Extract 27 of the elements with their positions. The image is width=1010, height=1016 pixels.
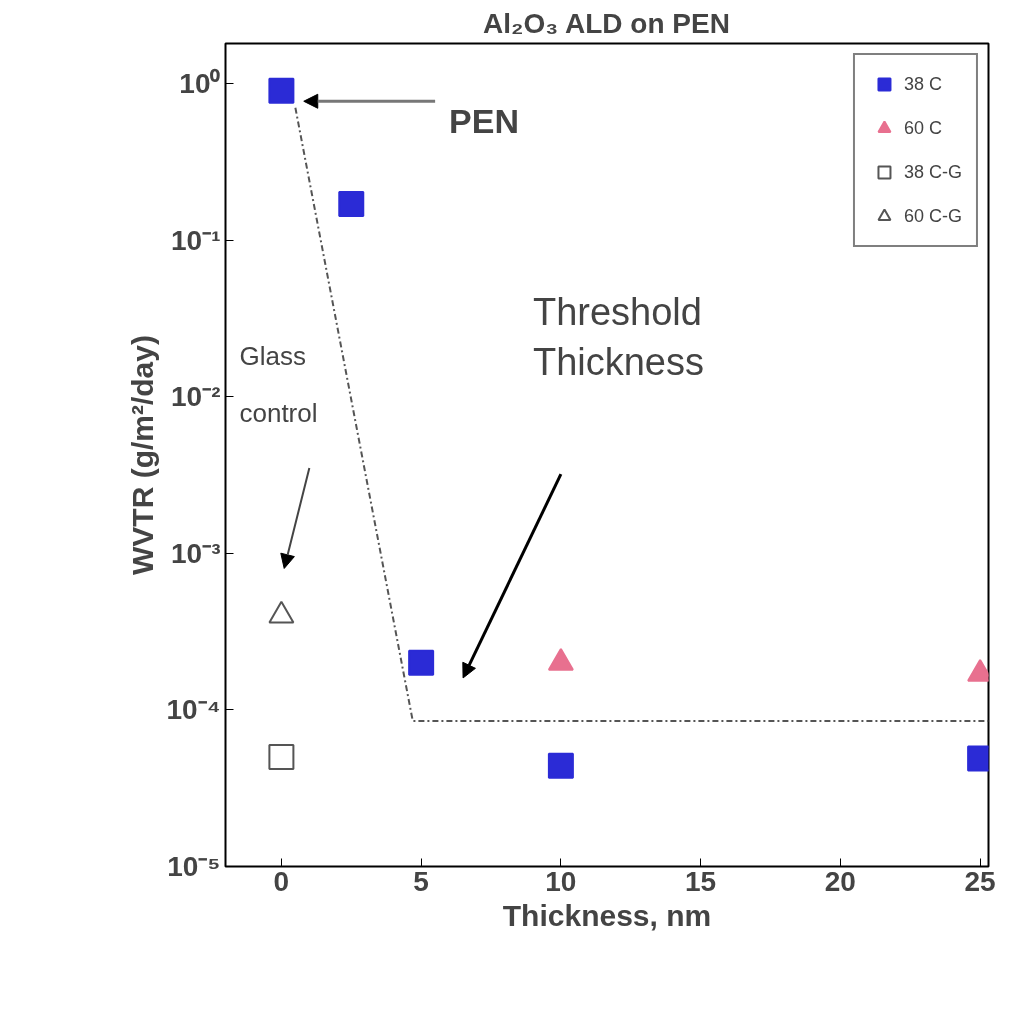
x-tick-label: 5 — [413, 865, 429, 897]
point — [268, 77, 295, 104]
legend-label: 38 C-G — [903, 161, 962, 183]
y-tick-label: 10⁻¹ — [171, 224, 221, 256]
point — [338, 190, 365, 217]
x-tick-label: 25 — [964, 865, 996, 897]
y-axis-title: WVTR (g/m²/day) — [125, 334, 159, 575]
legend-label: 38 C — [903, 73, 942, 95]
x-axis-title: Thickness, nm — [502, 898, 712, 932]
y-tick-label: 10⁻³ — [171, 537, 221, 569]
annotation: Glass control — [239, 340, 318, 428]
point — [268, 744, 295, 771]
legend-label: 60 C — [903, 117, 942, 139]
x-tick-label: 0 — [273, 865, 290, 897]
point — [547, 752, 574, 779]
x-tick-label: 20 — [824, 865, 856, 897]
annotation: PEN — [449, 101, 520, 140]
annotation: Threshold Thickness — [532, 290, 704, 384]
x-tick-label: 15 — [685, 865, 717, 897]
y-tick-label: 10⁻² — [171, 381, 221, 413]
point — [408, 649, 435, 676]
legend-label: 60 C-G — [903, 205, 962, 227]
x-tick-label: 10 — [545, 865, 577, 897]
y-tick-label: 10⁰ — [179, 67, 221, 99]
y-tick-label: 10⁻⁵ — [167, 851, 221, 882]
y-tick-label: 10⁻⁴ — [166, 694, 221, 726]
chart-title: Al₂O₃ ALD on PEN — [483, 7, 730, 39]
